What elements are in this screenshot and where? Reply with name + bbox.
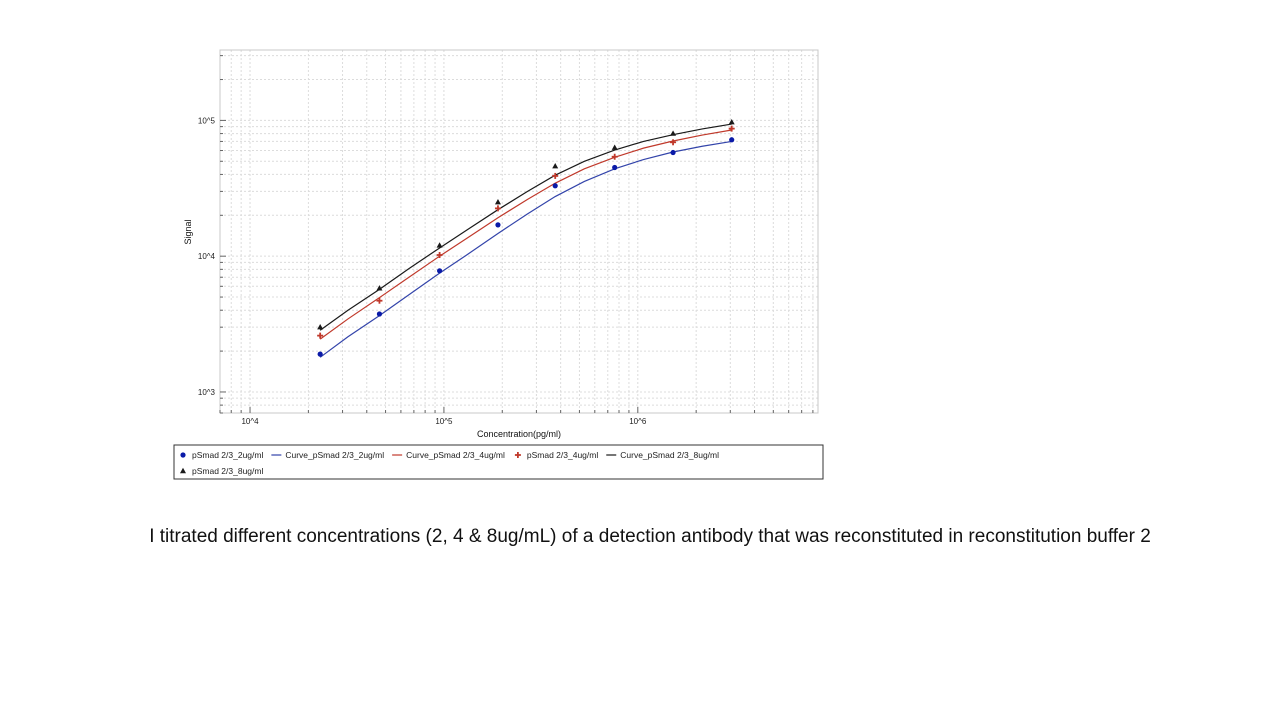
x-axis-title: Concentration(pg/ml) <box>477 429 561 439</box>
fit-curve-line <box>319 140 732 358</box>
legend-item: Curve_pSmad 2/3_4ug/ml <box>392 450 505 460</box>
data-point <box>670 149 676 156</box>
data-point <box>376 297 383 304</box>
data-point <box>612 164 618 171</box>
legend-item: Curve_pSmad 2/3_2ug/ml <box>271 450 384 460</box>
legend-marker-swatch <box>514 452 521 458</box>
plot-series <box>317 119 735 358</box>
fit-curve-line <box>319 123 732 331</box>
curve-series-1 <box>319 129 732 340</box>
data-point <box>552 172 559 179</box>
data-point <box>494 205 501 212</box>
data-point <box>317 332 324 339</box>
curve-series-2 <box>319 123 732 331</box>
y-tick-label: 10^3 <box>198 388 216 397</box>
legend-label: Curve_pSmad 2/3_4ug/ml <box>406 450 505 460</box>
data-point <box>552 162 559 169</box>
data-point <box>376 311 383 317</box>
legend-item: pSmad 2/3_8ug/ml <box>180 466 263 476</box>
data-point <box>376 285 383 291</box>
data-point <box>670 130 677 136</box>
data-point <box>495 222 501 228</box>
legend-frame <box>173 444 824 480</box>
curve-series-0 <box>319 140 732 358</box>
data-point <box>670 139 677 146</box>
data-point <box>317 323 324 330</box>
legend-label: Curve_pSmad 2/3_2ug/ml <box>285 450 384 460</box>
legend: pSmad 2/3_2ug/ml Curve_pSmad 2/3_2ug/ml Cu… <box>173 444 824 480</box>
y-tick-label: 10^5 <box>198 116 216 125</box>
x-tick-label: 10^6 <box>629 417 647 426</box>
figure-caption: I titrated different concentrations (2, … <box>149 526 1151 547</box>
legend-label: pSmad 2/3_8ug/ml <box>192 466 263 476</box>
data-point <box>494 198 501 205</box>
grid-lines <box>220 50 818 413</box>
point-series-2 <box>317 119 735 330</box>
data-point <box>611 153 618 160</box>
legend-label: pSmad 2/3_4ug/ml <box>527 450 598 460</box>
data-point <box>436 268 443 274</box>
axis-ticks: 10^4 10^5 10^6 10^3 10^4 10^5 <box>198 55 814 426</box>
data-point <box>728 119 735 125</box>
legend-label: pSmad 2/3_2ug/ml <box>192 450 263 460</box>
legend-marker-swatch <box>180 452 186 458</box>
legend-items: pSmad 2/3_2ug/ml Curve_pSmad 2/3_2ug/ml Cu… <box>180 450 719 476</box>
data-point <box>317 351 323 357</box>
data-point <box>729 137 735 143</box>
legend-label: Curve_pSmad 2/3_8ug/ml <box>620 450 719 460</box>
legend-item: pSmad 2/3_2ug/ml <box>180 450 263 460</box>
point-series-1 <box>317 125 735 339</box>
y-tick-label: 10^4 <box>198 252 216 261</box>
y-axis-title: Signal <box>183 219 193 244</box>
data-point <box>436 242 443 248</box>
legend-marker-swatch <box>180 467 186 474</box>
plot-area-frame <box>219 49 819 414</box>
legend-item: pSmad 2/3_4ug/ml <box>514 450 598 460</box>
point-series-0 <box>317 137 735 357</box>
data-point <box>728 125 735 132</box>
fit-curve-line <box>319 129 732 340</box>
data-point <box>436 252 443 259</box>
x-tick-label: 10^4 <box>241 417 259 426</box>
legend-item: Curve_pSmad 2/3_8ug/ml <box>606 450 719 460</box>
x-tick-label: 10^5 <box>435 417 453 426</box>
data-point <box>611 144 618 150</box>
data-point <box>552 183 558 189</box>
